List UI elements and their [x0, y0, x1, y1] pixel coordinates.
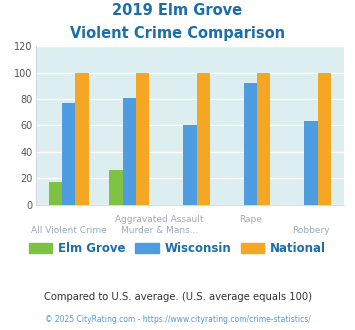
Text: Rape: Rape — [239, 215, 262, 224]
Bar — [257, 73, 271, 205]
Text: 2019 Elm Grove: 2019 Elm Grove — [113, 3, 242, 18]
Text: © 2025 CityRating.com - https://www.cityrating.com/crime-statistics/: © 2025 CityRating.com - https://www.city… — [45, 315, 310, 324]
Bar — [62, 103, 76, 205]
Bar — [197, 73, 210, 205]
Bar — [318, 73, 331, 205]
Bar — [76, 73, 89, 205]
Text: Murder & Mans...: Murder & Mans... — [121, 226, 198, 235]
Bar — [136, 73, 149, 205]
Bar — [109, 170, 123, 205]
Bar — [183, 125, 197, 205]
Text: Violent Crime Comparison: Violent Crime Comparison — [70, 26, 285, 41]
Bar — [49, 182, 62, 205]
Legend: Elm Grove, Wisconsin, National: Elm Grove, Wisconsin, National — [24, 237, 331, 260]
Text: Compared to U.S. average. (U.S. average equals 100): Compared to U.S. average. (U.S. average … — [44, 292, 311, 302]
Text: Aggravated Assault: Aggravated Assault — [115, 215, 204, 224]
Text: All Violent Crime: All Violent Crime — [31, 226, 107, 235]
Bar — [123, 98, 136, 205]
Bar — [244, 83, 257, 205]
Text: Robbery: Robbery — [292, 226, 330, 235]
Bar — [304, 121, 318, 205]
